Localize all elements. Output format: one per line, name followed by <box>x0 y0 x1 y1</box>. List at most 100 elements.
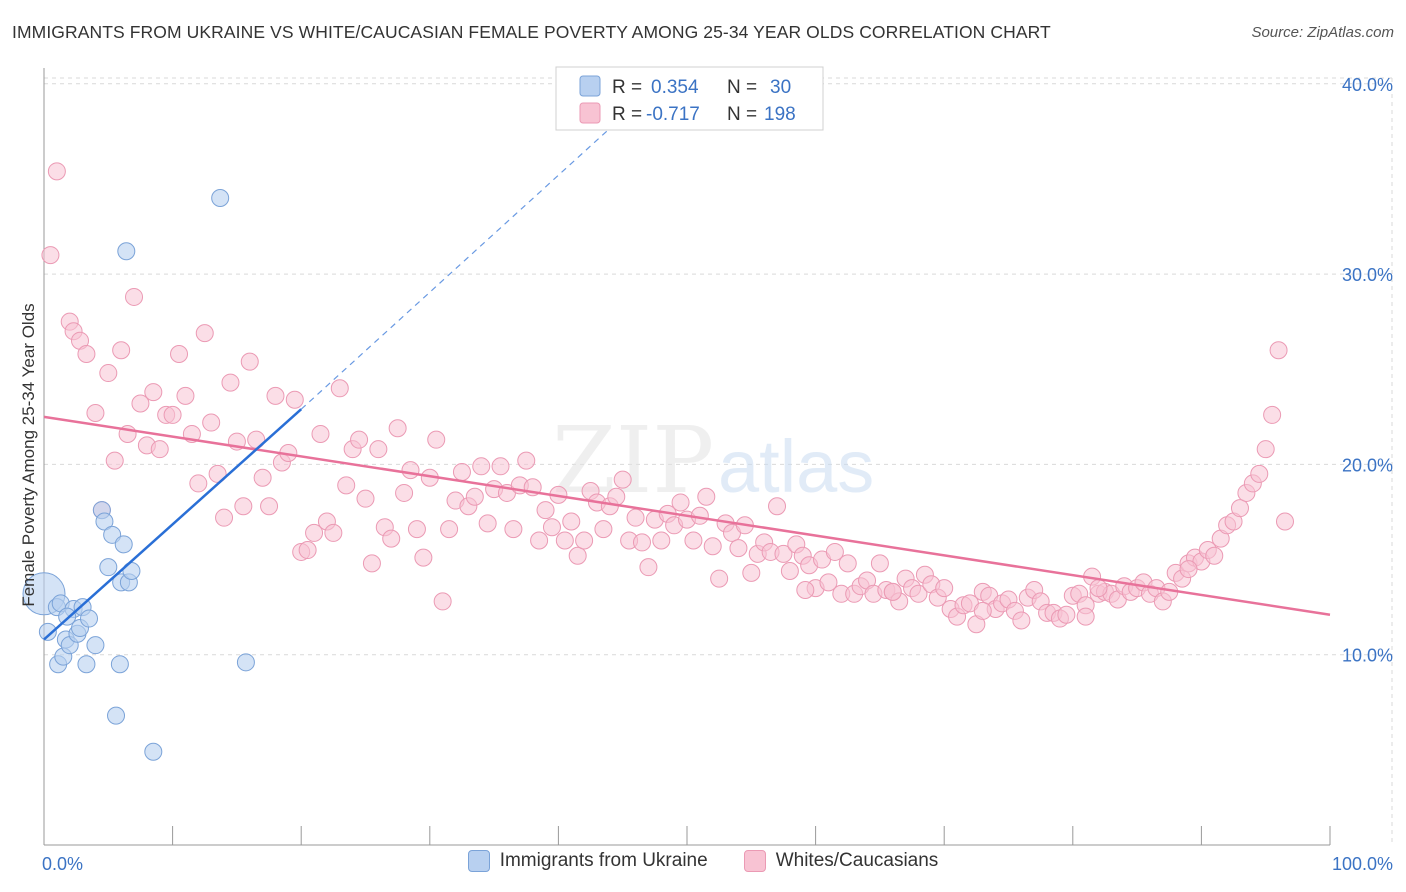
data-point-whites <box>780 561 799 580</box>
y-tick-label: 10.0% <box>1342 646 1393 666</box>
data-point-whites <box>1275 512 1294 531</box>
data-point-ukraine <box>86 636 105 655</box>
data-point-ukraine <box>236 653 255 672</box>
data-point-whites <box>562 512 581 531</box>
data-point-whites <box>285 390 304 409</box>
data-point-whites <box>388 419 407 438</box>
ukraine-points <box>22 188 255 761</box>
y-tick-label: 20.0% <box>1342 455 1393 475</box>
legend-bottom-swatch-ukraine <box>467 850 490 872</box>
legend-n-value-whites: 198 <box>764 104 796 125</box>
data-point-whites <box>973 601 992 620</box>
data-point-whites <box>517 451 536 470</box>
data-point-whites <box>41 246 60 265</box>
data-point-whites <box>77 345 96 364</box>
data-point-whites <box>607 487 626 506</box>
data-point-whites <box>253 468 272 487</box>
legend-bottom: Immigrants from Ukraine Whites/Caucasian… <box>0 850 1406 872</box>
legend-swatch-whites <box>579 102 601 124</box>
data-point-whites <box>909 584 928 603</box>
axes <box>43 68 1331 846</box>
data-point-whites <box>266 386 285 405</box>
data-point-whites <box>710 569 729 588</box>
data-point-whites <box>504 520 523 539</box>
data-point-whites <box>742 563 761 582</box>
data-point-whites <box>105 451 124 470</box>
data-point-whites <box>555 531 574 550</box>
data-point-whites <box>362 554 381 573</box>
data-point-whites <box>1230 499 1249 518</box>
data-point-whites <box>86 404 105 423</box>
data-point-whites <box>440 520 459 539</box>
data-point-whites <box>883 582 902 601</box>
data-point-whites <box>768 497 787 516</box>
data-point-whites <box>125 287 144 306</box>
legend-top: R = 0.354 N = 30 R = -0.717 N = 198 <box>555 66 824 131</box>
data-point-whites <box>433 592 452 611</box>
data-point-whites <box>189 474 208 493</box>
data-point-whites <box>935 579 954 598</box>
legend-n-label-ukraine: N = <box>727 77 757 98</box>
y-tick-labels: 10.0% 20.0% 30.0% 40.0% <box>1342 75 1393 666</box>
data-point-whites <box>697 487 716 506</box>
whites-caucasians-points <box>41 162 1294 634</box>
data-point-whites <box>542 518 561 537</box>
legend-item-ukraine: Immigrants from Ukraine <box>467 850 708 872</box>
data-point-whites <box>594 520 613 539</box>
legend-bottom-swatch-whites <box>743 850 766 872</box>
legend-r-label-whites: R = <box>612 104 642 125</box>
data-point-ukraine <box>38 622 57 641</box>
data-point-ukraine <box>80 609 99 628</box>
data-point-whites <box>632 533 651 552</box>
data-point-ukraine <box>117 242 136 261</box>
data-point-whites <box>626 508 645 527</box>
data-point-whites <box>202 413 221 432</box>
data-point-whites <box>150 440 169 459</box>
legend-bottom-label-ukraine: Immigrants from Ukraine <box>499 850 708 871</box>
data-point-whites <box>1205 546 1224 565</box>
data-point-whites <box>221 373 240 392</box>
watermark-zip: ZIP <box>552 407 714 514</box>
data-point-ukraine <box>114 535 133 554</box>
data-point-whites <box>215 508 234 527</box>
data-point-whites <box>530 531 549 550</box>
data-point-whites <box>234 497 253 516</box>
data-point-whites <box>330 379 349 398</box>
data-point-whites <box>407 520 426 539</box>
data-point-whites <box>176 386 195 405</box>
data-point-whites <box>703 537 722 556</box>
data-point-ukraine <box>211 188 230 207</box>
trend-extension-ukraine <box>300 92 649 410</box>
data-point-whites <box>491 457 510 476</box>
data-point-whites <box>1256 440 1275 459</box>
data-point-whites <box>350 430 369 449</box>
data-point-whites <box>112 341 131 360</box>
trend-line-ukraine <box>43 408 303 641</box>
chart-title: IMMIGRANTS FROM UKRAINE VS WHITE/CAUCASI… <box>12 22 1051 42</box>
data-point-whites <box>356 489 375 508</box>
data-point-whites <box>395 483 414 502</box>
source-label: Source: ZipAtlas.com <box>1251 24 1394 41</box>
legend-r-value-whites: -0.717 <box>646 104 700 125</box>
data-point-whites <box>870 554 889 573</box>
y-axis-label: Female Poverty Among 25-34 Year Olds <box>19 303 38 606</box>
data-point-whites <box>613 470 632 489</box>
data-point-whites <box>452 463 471 482</box>
data-point-whites <box>478 514 497 533</box>
data-point-ukraine <box>110 655 129 674</box>
data-point-whites <box>1263 405 1282 424</box>
data-point-ukraine <box>95 512 114 531</box>
data-point-whites <box>1012 611 1031 630</box>
data-point-whites <box>401 461 420 480</box>
data-point-whites <box>99 364 118 383</box>
legend-bottom-label-whites: Whites/Caucasians <box>775 850 939 871</box>
data-point-whites <box>774 544 793 563</box>
data-point-whites <box>684 531 703 550</box>
data-point-whites <box>305 523 324 542</box>
watermark-atlas: atlas <box>718 425 874 508</box>
data-point-ukraine <box>77 655 96 674</box>
data-point-whites <box>465 487 484 506</box>
y-tick-label: 30.0% <box>1342 265 1393 285</box>
data-point-whites <box>729 539 748 558</box>
trend-line-whites <box>43 415 1331 616</box>
